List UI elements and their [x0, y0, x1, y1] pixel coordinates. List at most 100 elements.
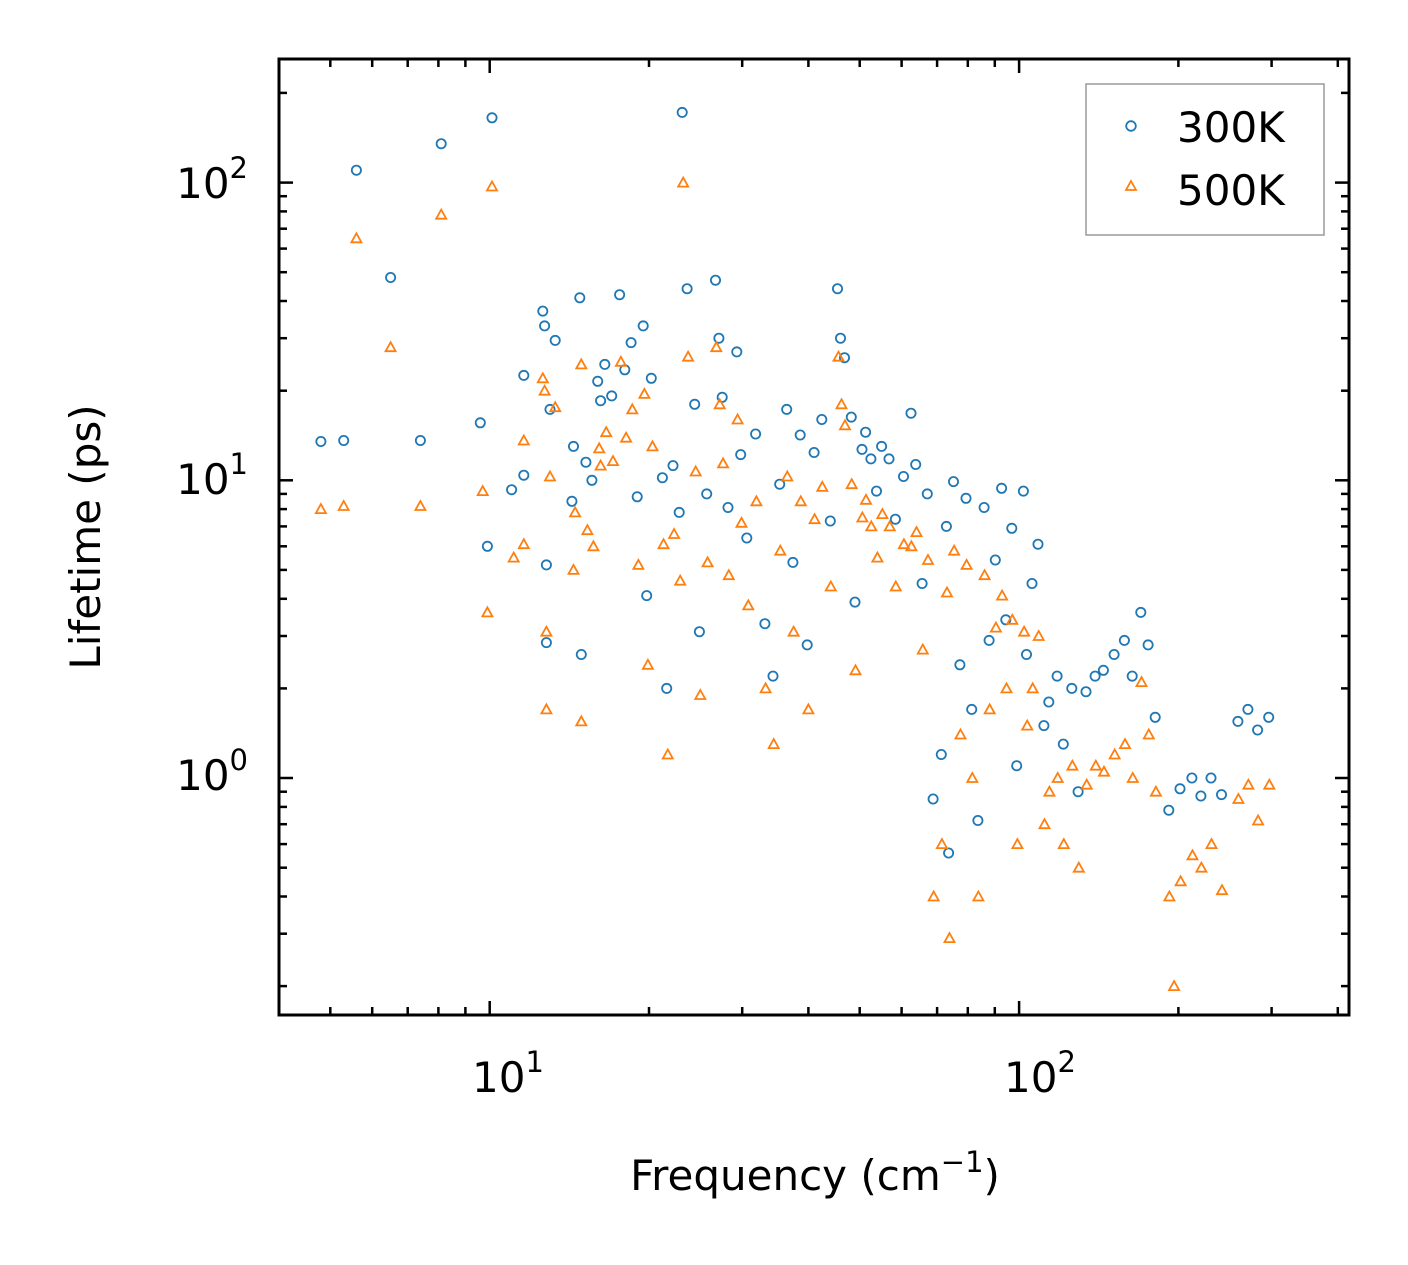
point-300k-16 — [544, 403, 556, 415]
point-300k-34 — [645, 372, 657, 384]
point-300k-82 — [943, 847, 955, 859]
point-300k-69 — [865, 453, 877, 465]
point-500k-98 — [1032, 629, 1046, 641]
point-300k-35 — [656, 472, 668, 484]
point-300k-87 — [972, 815, 984, 827]
point-500k-66 — [848, 663, 863, 676]
point-300k-17 — [549, 334, 561, 346]
point-500k-119 — [1204, 837, 1219, 849]
point-300k-49 — [735, 449, 747, 461]
point-500k-123 — [1251, 813, 1265, 826]
point-300k-31 — [631, 491, 643, 503]
point-500k-110 — [1126, 771, 1140, 783]
point-300k-108 — [1108, 649, 1120, 661]
point-500k-95 — [1017, 624, 1031, 637]
point-500k-89 — [983, 702, 997, 715]
point-500k-82 — [942, 931, 957, 943]
point-500k-34 — [645, 439, 660, 452]
point-300k-91 — [996, 482, 1008, 494]
point-300k-64 — [839, 352, 851, 364]
point-300k-67 — [856, 443, 868, 455]
point-500k-86 — [965, 771, 979, 783]
point-500k-97 — [1026, 681, 1040, 694]
point-300k-56 — [787, 556, 799, 568]
point-300k-79 — [927, 793, 939, 805]
point-500k-64 — [838, 418, 852, 431]
point-300k-54 — [774, 478, 786, 490]
point-500k-7 — [480, 605, 494, 618]
point-300k-51 — [750, 428, 762, 440]
point-500k-35 — [656, 537, 671, 550]
point-500k-52 — [759, 681, 773, 694]
point-500k-73 — [889, 579, 903, 592]
point-300k-48 — [731, 346, 743, 358]
point-300k-23 — [586, 474, 598, 486]
point-500k-11 — [517, 433, 531, 446]
point-300k-93 — [1006, 522, 1018, 534]
point-300k-106 — [1089, 670, 1101, 682]
point-300k-22 — [580, 456, 592, 468]
point-300k-75 — [905, 407, 917, 419]
point-300k-53 — [767, 670, 779, 682]
point-300k-107 — [1097, 664, 1109, 676]
point-500k-96 — [1020, 718, 1034, 731]
point-300k-3 — [385, 271, 397, 283]
point-300k-76 — [910, 458, 922, 470]
point-300k-90 — [989, 554, 1001, 566]
point-500k-114 — [1162, 889, 1176, 902]
point-500k-55 — [780, 469, 794, 482]
legend-box — [1085, 83, 1325, 236]
point-300k-24 — [592, 375, 604, 387]
y-tick-label-2: 102 — [176, 151, 248, 208]
point-300k-123 — [1263, 711, 1275, 723]
point-300k-8 — [486, 112, 498, 124]
point-300k-14 — [540, 559, 552, 571]
point-500k-17 — [548, 400, 562, 413]
legend-label-500k: 500K — [1177, 166, 1286, 215]
point-500k-21 — [574, 714, 588, 727]
point-300k-47 — [722, 501, 734, 513]
x-axis-label: Frequency (cm−1) — [630, 1145, 1000, 1200]
point-500k-116 — [1174, 874, 1188, 887]
point-300k-63 — [835, 332, 847, 344]
point-500k-83 — [947, 543, 961, 556]
point-500k-3 — [384, 340, 398, 353]
point-500k-88 — [978, 568, 992, 581]
point-300k-113 — [1149, 711, 1161, 723]
point-300k-21 — [575, 649, 587, 661]
point-500k-27 — [606, 454, 620, 467]
point-300k-57 — [794, 429, 806, 441]
point-500k-59 — [808, 512, 822, 525]
y-tick-labels: 100 101 102 — [176, 151, 248, 800]
point-300k-97 — [1026, 578, 1038, 590]
point-300k-59 — [808, 446, 820, 458]
point-300k-114 — [1163, 804, 1175, 816]
point-500k-60 — [815, 480, 829, 492]
point-300k-44 — [710, 274, 722, 286]
point-500k-12 — [536, 371, 550, 384]
point-300k-25 — [595, 395, 607, 407]
point-300k-102 — [1057, 738, 1069, 750]
point-300k-55 — [781, 403, 793, 415]
point-500k-49 — [734, 515, 749, 528]
point-300k-62 — [832, 283, 844, 295]
point-300k-60 — [816, 413, 828, 425]
point-500k-4 — [413, 499, 427, 511]
point-300k-122 — [1252, 724, 1264, 736]
point-300k-80 — [935, 749, 947, 761]
point-300k-66 — [849, 596, 861, 608]
point-500k-61 — [824, 579, 838, 592]
point-500k-16 — [543, 469, 557, 482]
point-300k-27 — [606, 390, 618, 402]
point-300k-85 — [960, 492, 972, 504]
point-500k-104 — [1072, 860, 1086, 873]
point-500k-31 — [631, 558, 645, 570]
point-500k-100 — [1042, 784, 1056, 797]
point-500k-75 — [904, 539, 918, 552]
point-500k-33 — [641, 657, 655, 670]
point-300k-11 — [518, 369, 530, 381]
point-500k-109 — [1118, 737, 1132, 749]
point-300k-117 — [1195, 790, 1207, 802]
point-500k-38 — [673, 573, 687, 586]
point-500k-24 — [592, 441, 606, 454]
